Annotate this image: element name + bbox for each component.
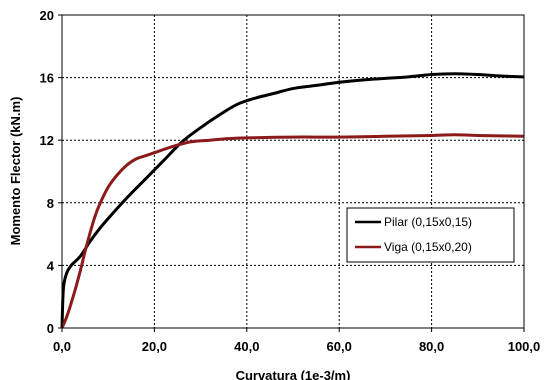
- x-axis-ticks: 0,0 20,0 40,0 60,0 80,0 100,0: [53, 328, 540, 354]
- gridlines: [62, 15, 524, 328]
- x-tick-label: 40,0: [234, 339, 259, 354]
- y-tick-label: 12: [40, 133, 54, 148]
- series-layer: [60, 72, 525, 329]
- plot-area: [61, 14, 525, 329]
- y-tick-label: 16: [40, 71, 54, 86]
- y-axis-ticks: 0 4 8 12 16 20: [40, 8, 62, 336]
- x-tick-label: 80,0: [419, 339, 444, 354]
- x-axis-title: Curvatura (1e-3/m): [236, 368, 351, 380]
- x-tick-label: 100,0: [508, 339, 541, 354]
- y-tick-label: 0: [47, 321, 54, 336]
- x-tick-label: 60,0: [327, 339, 352, 354]
- plot-frame: [61, 14, 525, 329]
- series-line-viga: [60, 133, 525, 329]
- y-tick-label: 8: [47, 196, 54, 211]
- legend-box: [346, 207, 515, 263]
- legend-label-pilar: Pilar (0,15x0,15): [384, 215, 472, 229]
- x-tick-label: 20,0: [142, 339, 167, 354]
- legend-label-viga: Viga (0,15x0,20): [384, 240, 472, 254]
- x-tick-label: 0,0: [53, 339, 71, 354]
- y-axis-title: Momento Flector (kN.m): [8, 97, 23, 246]
- y-tick-label: 20: [40, 8, 54, 23]
- legend: Pilar (0,15x0,15) Viga (0,15x0,20): [346, 207, 515, 263]
- y-tick-label: 4: [47, 258, 55, 273]
